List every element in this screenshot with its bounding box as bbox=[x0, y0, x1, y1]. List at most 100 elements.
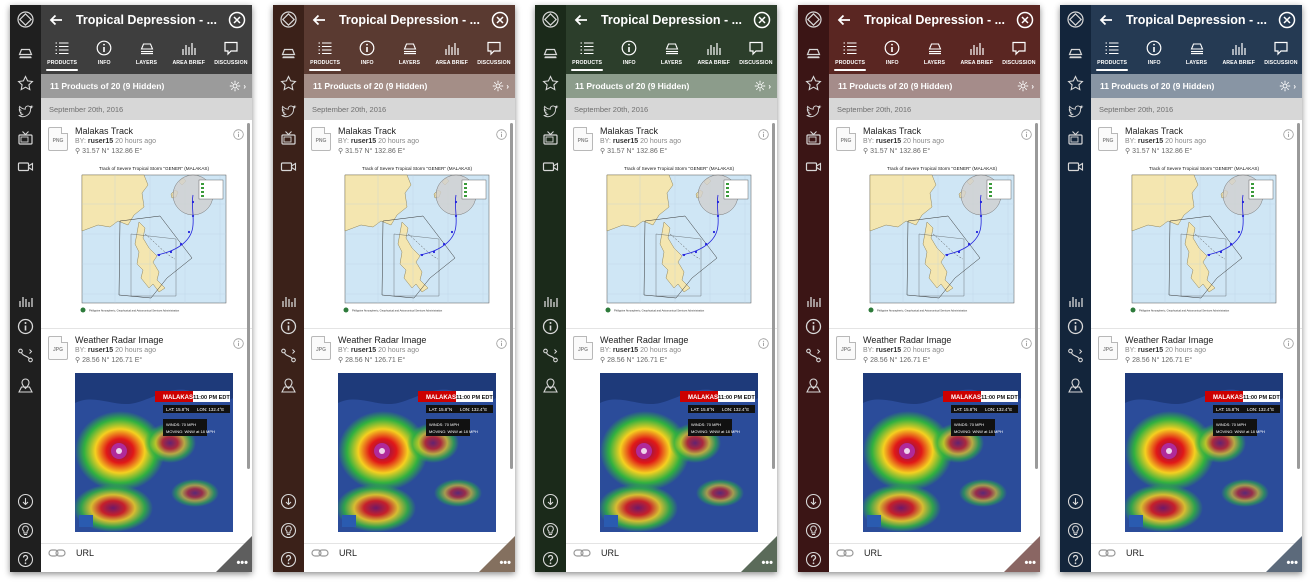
tv-icon[interactable] bbox=[542, 130, 559, 147]
tab-discussion[interactable]: DISCUSSION bbox=[998, 35, 1040, 74]
chevron-right-icon[interactable]: › bbox=[768, 81, 771, 91]
list-item[interactable]: URL bbox=[1091, 544, 1302, 562]
list-scrollbar[interactable] bbox=[510, 123, 513, 469]
video-icon[interactable] bbox=[280, 158, 297, 175]
info-icon[interactable] bbox=[233, 129, 244, 140]
back-arrow-icon[interactable] bbox=[1097, 11, 1115, 29]
info-icon[interactable] bbox=[496, 129, 507, 140]
tab-products[interactable]: PRODUCTS bbox=[304, 35, 346, 74]
video-icon[interactable] bbox=[805, 158, 822, 175]
tab-info[interactable]: INFO bbox=[346, 35, 388, 74]
back-arrow-icon[interactable] bbox=[835, 11, 853, 29]
more-options-icon[interactable]: ••• bbox=[236, 557, 248, 569]
video-icon[interactable] bbox=[1067, 158, 1084, 175]
route-icon[interactable] bbox=[1067, 347, 1084, 364]
gear-icon[interactable] bbox=[229, 80, 241, 92]
close-icon[interactable] bbox=[1016, 11, 1034, 29]
layers-stack-icon[interactable] bbox=[542, 45, 559, 62]
twitter-icon[interactable] bbox=[542, 103, 559, 120]
track-map-image[interactable]: Track of Severe Tropical Storm "GENER" (… bbox=[600, 164, 758, 317]
radar-image[interactable]: MALAKAS 11:00 PM EDT LAT: 15.8°N LON: 13… bbox=[73, 373, 233, 532]
route-icon[interactable] bbox=[542, 347, 559, 364]
lightbulb-icon[interactable] bbox=[280, 522, 297, 539]
tv-icon[interactable] bbox=[280, 130, 297, 147]
video-icon[interactable] bbox=[17, 158, 34, 175]
list-item[interactable]: JPG Weather Radar Image BY: ruser15 20 h… bbox=[1091, 329, 1302, 544]
tab-layers[interactable]: LAYERS bbox=[650, 35, 692, 74]
tab-area-brief[interactable]: AREA BRIEF bbox=[431, 35, 473, 74]
tab-discussion[interactable]: DISCUSSION bbox=[210, 35, 252, 74]
tab-discussion[interactable]: DISCUSSION bbox=[735, 35, 777, 74]
gear-icon[interactable] bbox=[1017, 80, 1029, 92]
tab-area-brief[interactable]: AREA BRIEF bbox=[1218, 35, 1260, 74]
bar-chart-icon[interactable] bbox=[1067, 292, 1084, 309]
list-item[interactable]: PNG Malakas Track BY: ruser15 20 hours a… bbox=[1091, 120, 1302, 329]
list-item[interactable]: PNG Malakas Track BY: ruser15 20 hours a… bbox=[41, 120, 252, 329]
map-pin-icon[interactable] bbox=[280, 377, 297, 394]
help-icon[interactable] bbox=[17, 551, 34, 568]
video-icon[interactable] bbox=[542, 158, 559, 175]
app-logo-icon[interactable] bbox=[280, 11, 297, 28]
app-logo-icon[interactable] bbox=[805, 11, 822, 28]
more-options-icon[interactable]: ••• bbox=[1024, 557, 1036, 569]
info-icon[interactable] bbox=[1283, 338, 1294, 349]
layers-stack-icon[interactable] bbox=[17, 45, 34, 62]
tab-discussion[interactable]: DISCUSSION bbox=[473, 35, 515, 74]
tab-products[interactable]: PRODUCTS bbox=[566, 35, 608, 74]
list-item[interactable]: PNG Malakas Track BY: ruser15 20 hours a… bbox=[566, 120, 777, 329]
help-icon[interactable] bbox=[280, 551, 297, 568]
route-icon[interactable] bbox=[17, 347, 34, 364]
gear-icon[interactable] bbox=[1279, 80, 1291, 92]
lightbulb-icon[interactable] bbox=[542, 522, 559, 539]
info-icon[interactable] bbox=[758, 129, 769, 140]
tab-products[interactable]: PRODUCTS bbox=[1091, 35, 1133, 74]
star-icon[interactable] bbox=[280, 75, 297, 92]
list-item[interactable]: URL bbox=[566, 544, 777, 562]
close-icon[interactable] bbox=[228, 11, 246, 29]
list-item[interactable]: URL bbox=[41, 544, 252, 562]
twitter-icon[interactable] bbox=[280, 103, 297, 120]
tab-products[interactable]: PRODUCTS bbox=[829, 35, 871, 74]
tab-layers[interactable]: LAYERS bbox=[125, 35, 167, 74]
tab-layers[interactable]: LAYERS bbox=[913, 35, 955, 74]
tv-icon[interactable] bbox=[1067, 130, 1084, 147]
track-map-image[interactable]: Track of Severe Tropical Storm "GENER" (… bbox=[75, 164, 233, 317]
more-corner[interactable] bbox=[479, 536, 515, 572]
layers-stack-icon[interactable] bbox=[1067, 45, 1084, 62]
more-corner[interactable] bbox=[1266, 536, 1302, 572]
info-icon[interactable] bbox=[1283, 129, 1294, 140]
info-icon[interactable] bbox=[496, 338, 507, 349]
cloud-download-icon[interactable] bbox=[1067, 493, 1084, 510]
bar-chart-icon[interactable] bbox=[542, 292, 559, 309]
tab-info[interactable]: INFO bbox=[608, 35, 650, 74]
radar-image[interactable]: MALAKAS 11:00 PM EDT LAT: 15.8°N LON: 13… bbox=[598, 373, 758, 532]
bar-chart-icon[interactable] bbox=[805, 292, 822, 309]
list-item[interactable]: JPG Weather Radar Image BY: ruser15 20 h… bbox=[41, 329, 252, 544]
tab-area-brief[interactable]: AREA BRIEF bbox=[693, 35, 735, 74]
list-item[interactable]: PNG Malakas Track BY: ruser15 20 hours a… bbox=[829, 120, 1040, 329]
tab-area-brief[interactable]: AREA BRIEF bbox=[956, 35, 998, 74]
gear-icon[interactable] bbox=[492, 80, 504, 92]
chevron-right-icon[interactable]: › bbox=[243, 81, 246, 91]
twitter-icon[interactable] bbox=[1067, 103, 1084, 120]
bar-chart-icon[interactable] bbox=[17, 292, 34, 309]
list-scrollbar[interactable] bbox=[247, 123, 250, 469]
tv-icon[interactable] bbox=[17, 130, 34, 147]
cloud-download-icon[interactable] bbox=[17, 493, 34, 510]
cloud-download-icon[interactable] bbox=[805, 493, 822, 510]
help-icon[interactable] bbox=[542, 551, 559, 568]
close-icon[interactable] bbox=[491, 11, 509, 29]
more-corner[interactable] bbox=[216, 536, 252, 572]
star-icon[interactable] bbox=[805, 75, 822, 92]
more-options-icon[interactable]: ••• bbox=[1286, 557, 1298, 569]
radar-image[interactable]: MALAKAS 11:00 PM EDT LAT: 15.8°N LON: 13… bbox=[861, 373, 1021, 532]
map-pin-icon[interactable] bbox=[1067, 377, 1084, 394]
info-icon[interactable] bbox=[233, 338, 244, 349]
chevron-right-icon[interactable]: › bbox=[506, 81, 509, 91]
lightbulb-icon[interactable] bbox=[805, 522, 822, 539]
help-icon[interactable] bbox=[1067, 551, 1084, 568]
tv-icon[interactable] bbox=[805, 130, 822, 147]
layers-stack-icon[interactable] bbox=[280, 45, 297, 62]
chevron-right-icon[interactable]: › bbox=[1031, 81, 1034, 91]
list-item[interactable]: JPG Weather Radar Image BY: ruser15 20 h… bbox=[304, 329, 515, 544]
